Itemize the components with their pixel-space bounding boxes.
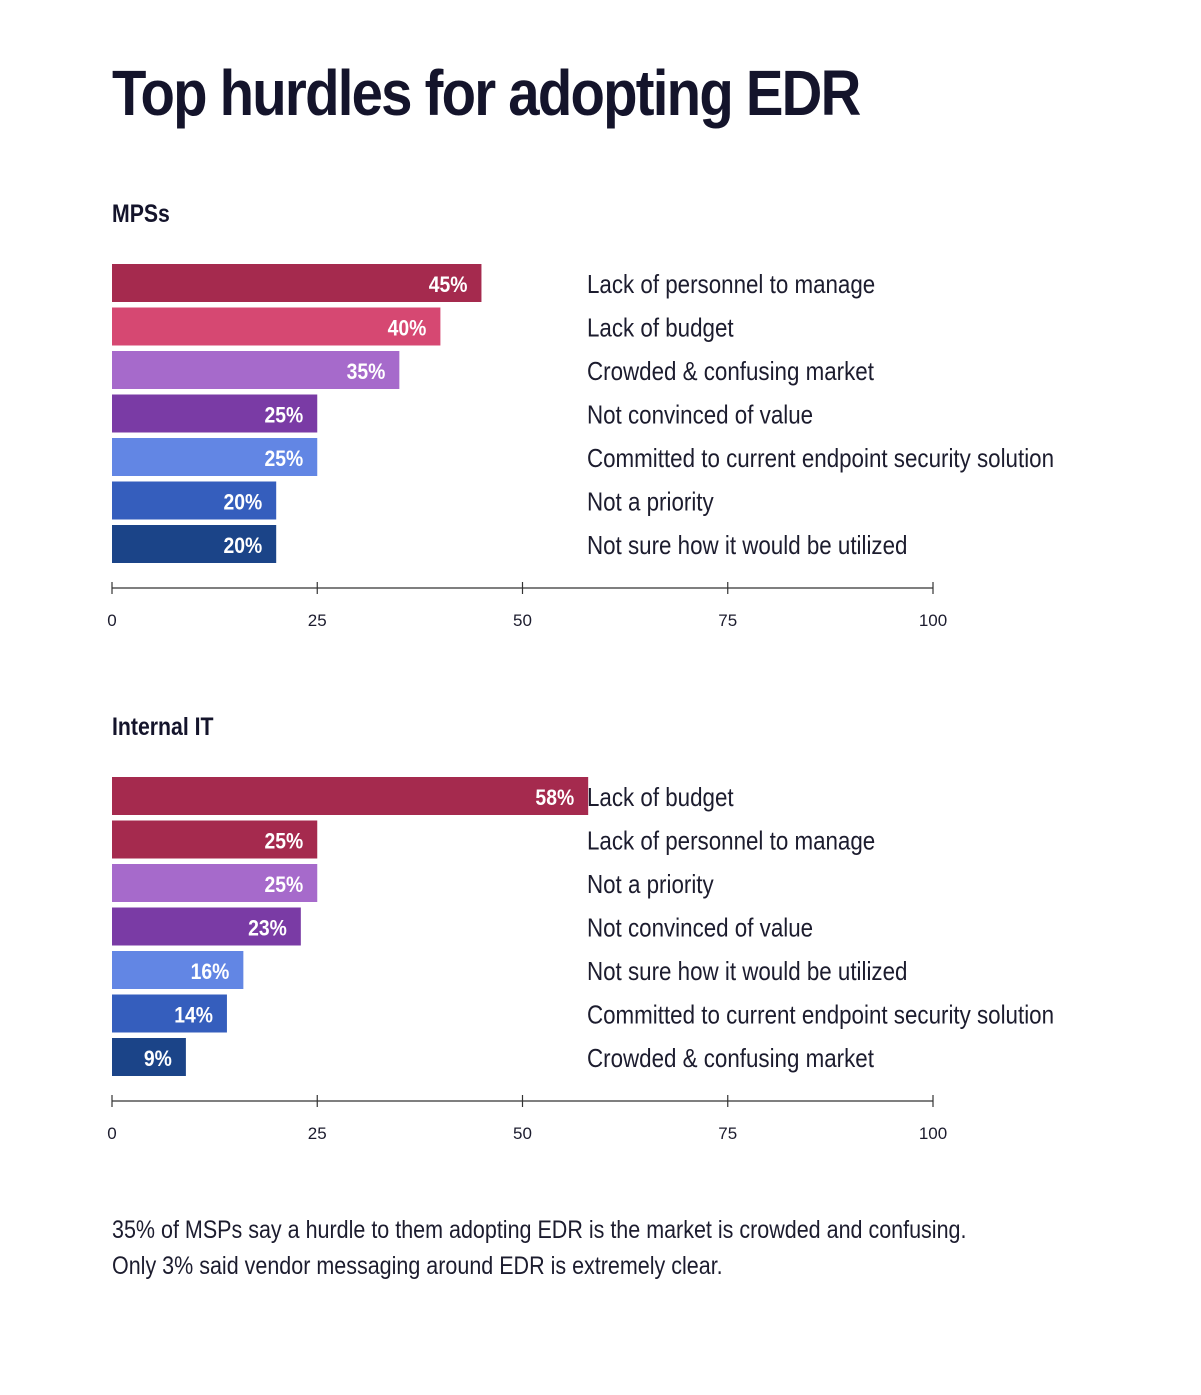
data-label: 16% <box>191 960 230 984</box>
category-label: Not sure how it would be utilized <box>587 531 907 560</box>
category-label: Not convinced of value <box>587 401 813 430</box>
category-label: Not sure how it would be utilized <box>587 957 907 986</box>
chart-title-msps: MPSs <box>112 200 170 228</box>
bar <box>112 820 318 859</box>
bar <box>112 307 441 346</box>
footnote-line: 35% of MSPs say a hurdle to them adoptin… <box>112 1216 967 1244</box>
data-label: 45% <box>429 273 468 297</box>
bar <box>112 394 318 433</box>
bar <box>112 1038 186 1076</box>
data-label: 20% <box>223 490 262 514</box>
x-tick-label: 25 <box>308 611 327 630</box>
x-tick-label: 25 <box>308 1124 327 1143</box>
bar <box>112 907 301 946</box>
data-label: 14% <box>174 1003 213 1027</box>
bar <box>112 264 482 302</box>
category-label: Not a priority <box>587 870 714 899</box>
data-label: 35% <box>347 360 386 384</box>
category-label: Not convinced of value <box>587 914 813 943</box>
data-label: 9% <box>144 1047 172 1071</box>
bar <box>112 951 244 989</box>
chart-internal-it: 58% Lack of budget 25% Lack of personnel to… <box>107 777 1054 1143</box>
data-label: 25% <box>265 829 304 853</box>
data-label: 40% <box>388 316 427 340</box>
bar <box>112 994 227 1033</box>
category-label: Not a priority <box>587 488 714 517</box>
bar <box>112 777 589 815</box>
category-label: Crowded & confusing market <box>587 1044 874 1073</box>
bar <box>112 864 318 902</box>
page-title: Top hurdles for adopting EDR <box>112 57 861 129</box>
data-label: 25% <box>265 403 304 427</box>
data-label: 25% <box>265 447 304 471</box>
category-label: Lack of budget <box>587 314 734 343</box>
bar <box>112 481 277 520</box>
x-tick-label: 0 <box>107 611 116 630</box>
footnote-line: Only 3% said vendor messaging around EDR… <box>112 1252 723 1280</box>
category-label: Committed to current endpoint security s… <box>587 444 1054 473</box>
category-label: Lack of personnel to manage <box>587 270 875 299</box>
bar <box>112 438 318 476</box>
x-tick-label: 75 <box>718 1124 737 1143</box>
x-tick-label: 100 <box>919 1124 947 1143</box>
category-label: Lack of budget <box>587 783 734 812</box>
x-tick-label: 0 <box>107 1124 116 1143</box>
footnote: 35% of MSPs say a hurdle to them adoptin… <box>112 1212 966 1284</box>
x-tick-label: 50 <box>513 611 532 630</box>
chart-title-internal-it: Internal IT <box>112 713 214 741</box>
data-label: 23% <box>248 916 287 940</box>
chart-msps: 45% Lack of personnel to manage 40% Lack of… <box>107 264 1054 630</box>
data-label: 25% <box>265 873 304 897</box>
x-tick-label: 100 <box>919 611 947 630</box>
x-tick-label: 50 <box>513 1124 532 1143</box>
category-label: Committed to current endpoint security s… <box>587 1001 1054 1030</box>
category-label: Crowded & confusing market <box>587 357 874 386</box>
x-tick-label: 75 <box>718 611 737 630</box>
data-label: 58% <box>535 786 574 810</box>
category-label: Lack of personnel to manage <box>587 827 875 856</box>
bar <box>112 351 400 389</box>
data-label: 20% <box>223 534 262 558</box>
bar <box>112 525 277 563</box>
